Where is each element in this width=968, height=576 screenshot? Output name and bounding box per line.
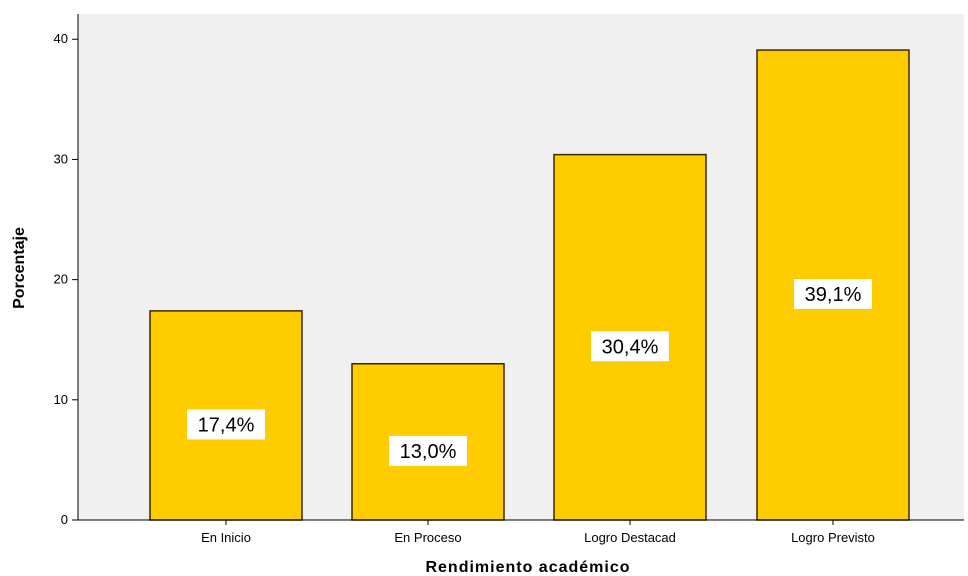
x-axis-title: Rendimiento académico <box>425 559 630 576</box>
y-axis-title: Porcentaje <box>11 227 28 309</box>
y-tick-label: 10 <box>54 392 68 407</box>
data-label-box <box>187 409 265 440</box>
y-tick-label: 30 <box>54 151 68 166</box>
x-category-label: Logro Destacad <box>584 530 676 545</box>
data-label-box <box>389 435 467 466</box>
y-axis-ticks: 0 10 20 30 40 <box>54 31 78 527</box>
y-tick-label: 0 <box>61 512 68 527</box>
data-label-box <box>794 279 872 310</box>
x-category-label: En Proceso <box>394 530 461 545</box>
x-category-label: Logro Previsto <box>791 530 875 545</box>
data-label: 17,4% <box>198 414 255 436</box>
data-label: 13,0% <box>400 441 457 463</box>
y-tick-label: 40 <box>54 31 68 46</box>
data-label: 30,4% <box>602 336 659 358</box>
y-tick-label: 20 <box>54 272 68 287</box>
x-category-label: En Inicio <box>201 530 251 545</box>
x-axis-categories: En Inicio En Proceso Logro Destacad Logro P… <box>201 520 875 545</box>
data-labels-group: 17,4% 13,0% 30,4% 39,1% <box>187 279 872 466</box>
data-label-box <box>591 331 669 362</box>
data-label: 39,1% <box>805 284 862 306</box>
